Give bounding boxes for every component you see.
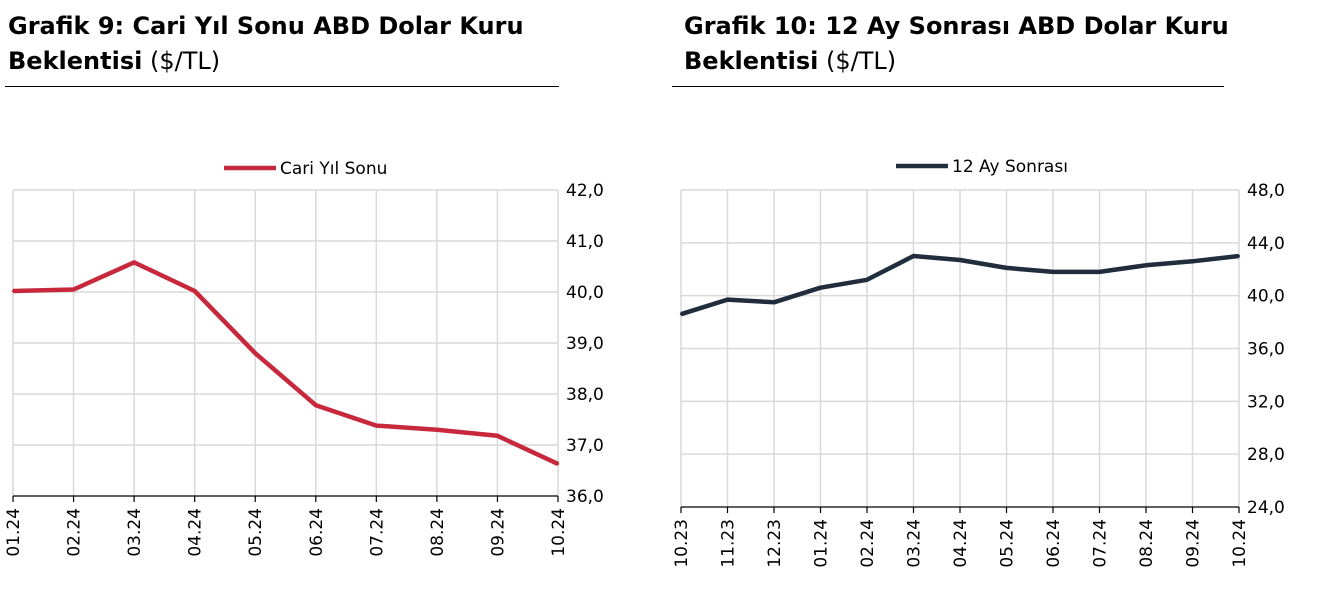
chart-title-line1: Grafik 10: 12 Ay Sonrası ABD Dolar Kuru: [684, 12, 1229, 40]
title-divider: [5, 86, 559, 87]
y-tick-label: 39,0: [566, 334, 604, 354]
y-tick-label: 40,0: [566, 283, 604, 303]
data-point: [1051, 270, 1055, 274]
chart-panel-12-ay-sonrasi: Grafik 10: 12 Ay Sonrası ABD Dolar Kuru …: [672, 0, 1320, 606]
y-tick-label: 42,0: [566, 181, 604, 201]
x-tick-label: 09.24: [488, 508, 508, 557]
chart-title-line2: Beklentisi: [8, 47, 143, 75]
data-point: [958, 258, 962, 262]
data-point: [556, 462, 560, 466]
series-line: [12, 260, 559, 466]
data-point: [496, 434, 499, 438]
data-point: [1005, 266, 1008, 270]
x-tick-label: 10.24: [549, 508, 569, 557]
x-tick-label: 07.24: [1091, 519, 1111, 568]
data-point: [11, 289, 15, 293]
data-point: [1191, 260, 1194, 263]
x-tick-label: 02.24: [858, 519, 878, 568]
y-tick-label: 36,0: [1247, 340, 1285, 360]
chart-title: Grafik 10: 12 Ay Sonrası ABD Dolar Kuru …: [684, 9, 1229, 79]
chart-title-line2: Beklentisi: [684, 47, 819, 75]
y-tick-label: 48,0: [1247, 181, 1285, 201]
x-tick-label: 06.24: [1044, 519, 1064, 568]
x-tick-label: 05.24: [998, 519, 1018, 568]
chart-title-line1: Grafik 9: Cari Yıl Sonu ABD Dolar Kuru: [8, 12, 524, 40]
chart-panel-cari-yil-sonu: Grafik 9: Cari Yıl Sonu ABD Dolar Kuru B…: [0, 0, 604, 606]
x-tick-label: 04.24: [951, 519, 971, 568]
x-tick-label: 04.24: [186, 508, 206, 557]
x-tick-label: 10.24: [1230, 519, 1250, 568]
y-tick-label: 41,0: [566, 232, 604, 252]
x-tick-label: 08.24: [428, 508, 448, 557]
y-tick-label: 32,0: [1247, 392, 1285, 412]
x-tick-label: 05.24: [246, 508, 266, 557]
y-tick-label: 40,0: [1247, 287, 1285, 307]
x-tick-label: 08.24: [1137, 519, 1157, 568]
data-point: [912, 254, 915, 258]
x-tick-label: 09.24: [1184, 519, 1204, 568]
legend-label: 12 Ay Sonrası: [952, 157, 1068, 177]
x-tick-label: 03.24: [905, 519, 925, 568]
data-point: [819, 286, 822, 289]
data-point: [132, 261, 136, 264]
data-point: [435, 428, 439, 431]
x-tick-label: 01.24: [812, 519, 832, 568]
data-point: [193, 289, 196, 293]
chart-title-unit: ($/TL): [825, 47, 897, 75]
line-chart-cari-yil-sonu: 36,0 37,0 38,0 39,0 40,0 41,0 42,0 01.24 02.24 03…: [4, 159, 604, 557]
data-point: [1144, 264, 1148, 267]
x-tick-label: 02.24: [65, 508, 85, 557]
x-tick-label: 06.24: [307, 508, 327, 557]
data-point: [314, 404, 317, 407]
data-point: [772, 301, 776, 304]
y-tick-label: 37,0: [566, 436, 604, 456]
x-tick-label: 01.24: [4, 508, 24, 557]
line-chart-12-ay-sonrasi: 24,0 28,0 32,0 36,0 40,0 44,0 48,0 10.23 11.23 12…: [672, 157, 1285, 568]
data-point: [254, 352, 257, 355]
data-point: [726, 298, 729, 301]
data-point: [865, 278, 869, 282]
legend-label: Cari Yıl Sonu: [280, 159, 387, 179]
x-tick-label: 12.23: [765, 519, 785, 568]
data-point: [1098, 270, 1101, 274]
y-tick-label: 28,0: [1247, 445, 1285, 465]
y-tick-label: 24,0: [1247, 498, 1285, 518]
chart-title-unit: ($/TL): [149, 47, 221, 75]
x-tick-label: 07.24: [367, 508, 387, 557]
y-tick-label: 38,0: [566, 385, 604, 405]
y-tick-label: 36,0: [566, 487, 604, 507]
data-point: [72, 288, 75, 291]
x-tick-label: 10.23: [672, 519, 692, 568]
chart-title: Grafik 9: Cari Yıl Sonu ABD Dolar Kuru B…: [8, 9, 524, 79]
y-tick-label: 44,0: [1247, 234, 1285, 254]
x-tick-label: 03.24: [125, 508, 145, 557]
data-point: [1237, 254, 1241, 258]
x-tick-label: 11.23: [719, 519, 739, 568]
data-point: [679, 312, 683, 316]
title-divider: [672, 86, 1224, 87]
data-point: [375, 424, 378, 427]
